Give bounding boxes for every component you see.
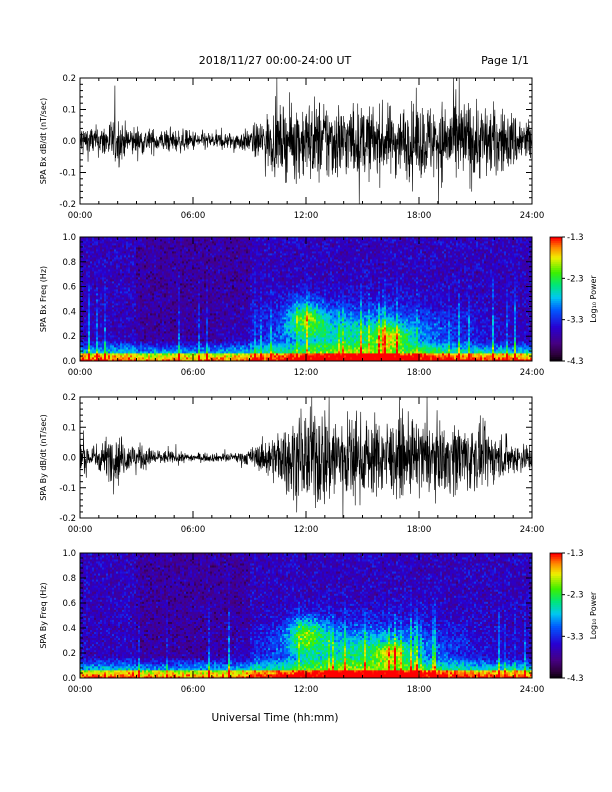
colorbar-tick-label-3-1: -2.3 [567, 591, 584, 601]
x-tick-label-0-2: 12:00 [294, 211, 319, 221]
x-tick-label-1-3: 18:00 [407, 368, 432, 378]
figure-title: 2018/11/27 00:00-24:00 UT [199, 54, 352, 67]
colorbar-label-3: Log₁₀ Power [589, 591, 598, 639]
colorbar-tick-label-1-0: -1.3 [567, 233, 584, 243]
colorbar-tick-label-1-3: -4.3 [567, 357, 584, 367]
x-tick-label-2-2: 12:00 [294, 525, 319, 535]
plot-frame-2 [80, 397, 532, 518]
y-tick-label-0-1: -0.1 [59, 169, 76, 179]
bx-dbdt-panel: 00:00 06:00 12:00 18:00 24:00 -0.2 -0.1 0.0 0.1 0… [39, 74, 544, 221]
x-tick-label-3-2: 12:00 [294, 685, 319, 695]
y-tick-label-2-2: 0.0 [62, 454, 76, 464]
colorbar-tick-label-1-1: -2.3 [567, 274, 584, 284]
series-line-2 [80, 397, 532, 518]
x-tick-label-1-0: 00:00 [68, 368, 93, 378]
y-tick-label-3-2: 0.4 [62, 624, 76, 634]
colorbar-tick-label-3-3: -4.3 [567, 674, 584, 684]
y-tick-label-1-2: 0.4 [62, 307, 76, 317]
x-tick-label-0-4: 24:00 [520, 211, 545, 221]
x-tick-label-2-4: 24:00 [520, 525, 545, 535]
y-tick-label-3-0: 0.0 [62, 674, 76, 684]
x-tick-label-3-4: 24:00 [520, 685, 545, 695]
colorbar-3 [550, 553, 562, 679]
x-tick-label-0-0: 00:00 [68, 211, 93, 221]
x-tick-label-1-2: 12:00 [294, 368, 319, 378]
colorbar-tick-label-1-2: -3.3 [567, 316, 584, 326]
y-tick-label-0-4: 0.2 [62, 74, 76, 84]
colorbar-tick-label-3-0: -1.3 [567, 549, 584, 559]
y-axis-label-1: SPA Bx Freq (Hz) [39, 266, 48, 332]
series-line-0 [80, 78, 532, 204]
y-tick-label-2-0: -0.2 [59, 514, 76, 524]
x-tick-label-0-1: 06:00 [181, 211, 206, 221]
x-tick-label-3-1: 06:00 [181, 685, 206, 695]
by-dbdt-panel: 00:00 06:00 12:00 18:00 24:00 -0.2 -0.1 0.0 0.1 0… [39, 393, 544, 535]
y-axis-label-2: SPA By dB/dt (nT/sec) [39, 414, 48, 501]
y-tick-label-1-4: 0.8 [62, 258, 76, 268]
x-tick-label-2-3: 18:00 [407, 525, 432, 535]
y-tick-label-1-3: 0.6 [62, 283, 76, 293]
y-tick-label-0-2: 0.0 [62, 137, 76, 147]
bx-spectrogram-panel: 00:00 06:00 12:00 18:00 24:00 0.0 0.2 0.4 0.6 0.8… [39, 233, 598, 378]
x-tick-label-1-4: 24:00 [520, 368, 545, 378]
y-axis-label-0: SPA Bx dB/dt (nT/sec) [39, 98, 48, 185]
colorbar-tick-label-3-2: -3.3 [567, 632, 584, 642]
y-tick-label-1-0: 0.0 [62, 357, 76, 367]
colorbar-1 [550, 237, 562, 362]
colorbar-label-1: Log₁₀ Power [589, 275, 598, 323]
by-spectrogram-panel: 00:00 06:00 12:00 18:00 24:00 0.0 0.2 0.4 0.6 0.8… [39, 549, 598, 695]
y-tick-label-3-5: 1.0 [62, 549, 76, 559]
y-tick-label-0-3: 0.1 [62, 106, 76, 116]
y-tick-label-2-3: 0.1 [62, 423, 76, 433]
y-tick-label-0-0: -0.2 [59, 200, 76, 210]
x-tick-label-2-1: 06:00 [181, 525, 206, 535]
page-indicator: Page 1/1 [481, 54, 529, 67]
x-tick-label-1-1: 06:00 [181, 368, 206, 378]
x-tick-label-3-3: 18:00 [407, 685, 432, 695]
x-tick-label-3-0: 00:00 [68, 685, 93, 695]
y-tick-label-3-1: 0.2 [62, 649, 76, 659]
x-axis-title: Universal Time (hh:mm) [212, 712, 339, 724]
y-axis-label-3: SPA By Freq (Hz) [39, 582, 48, 648]
y-tick-label-2-1: -0.1 [59, 484, 76, 494]
heatmap-cells-3 [80, 553, 532, 678]
y-tick-label-3-4: 0.8 [62, 574, 76, 584]
heatmap-cells-1 [80, 237, 532, 361]
y-tick-label-1-1: 0.2 [62, 332, 76, 342]
y-tick-label-2-4: 0.2 [62, 393, 76, 403]
x-tick-label-0-3: 18:00 [407, 211, 432, 221]
y-tick-label-1-5: 1.0 [62, 233, 76, 243]
x-tick-label-2-0: 00:00 [68, 525, 93, 535]
y-tick-label-3-3: 0.6 [62, 599, 76, 609]
